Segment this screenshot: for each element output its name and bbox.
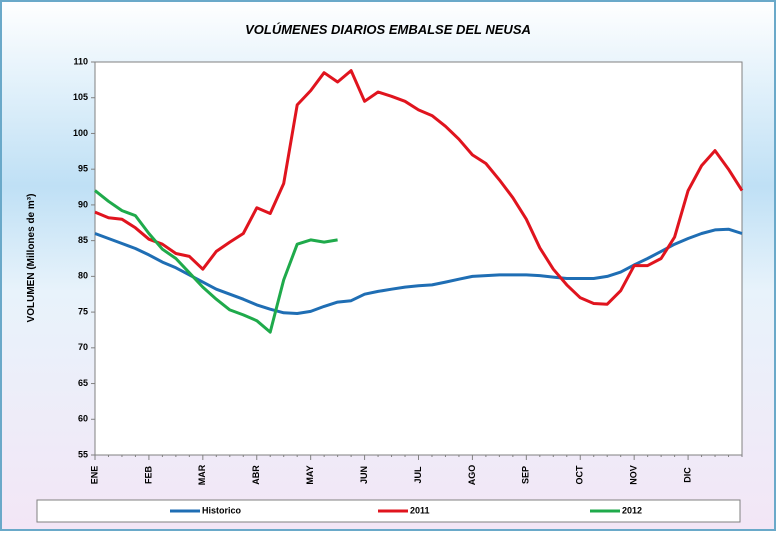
x-tick-label: NOV (629, 465, 639, 485)
series-line (94, 189, 338, 334)
y-tick-label: 60 (78, 414, 88, 424)
x-tick-label: JUL (413, 466, 423, 484)
x-tick-label: AGO (467, 465, 477, 486)
x-tick-label: ENE (89, 466, 99, 485)
x-tick-label: OCT (575, 465, 585, 485)
y-tick-label: 85 (78, 235, 88, 245)
y-tick-label: 105 (73, 92, 88, 102)
legend-label: Historico (202, 505, 242, 515)
y-tick-label: 80 (78, 271, 88, 281)
x-tick-label: ABR (251, 465, 261, 485)
x-tick-label: DIC (682, 467, 692, 483)
y-tick-label: 95 (78, 164, 88, 174)
y-tick-label: 75 (78, 306, 88, 316)
chart-title: VOLÚMENES DIARIOS EMBALSE DEL NEUSA (245, 22, 531, 37)
plot-area (94, 61, 743, 456)
x-tick-label: SEP (521, 466, 531, 484)
x-tick-label: FEB (143, 465, 153, 484)
y-axis-label: VOLUMEN (Millones de m³) (26, 194, 37, 323)
legend-label: 2011 (410, 505, 430, 515)
y-tick-label: 55 (78, 449, 88, 459)
x-tick-label: MAR (197, 464, 207, 485)
x-tick-label: MAY (305, 465, 315, 484)
y-tick-label: 90 (78, 199, 88, 209)
y-tick-label: 70 (78, 342, 88, 352)
y-tick-label: 100 (73, 128, 88, 138)
legend-label: 2012 (622, 505, 642, 515)
y-tick-label: 65 (78, 378, 88, 388)
series-line (94, 69, 744, 306)
y-tick-label: 110 (73, 56, 88, 66)
x-tick-label: JUN (359, 466, 369, 484)
